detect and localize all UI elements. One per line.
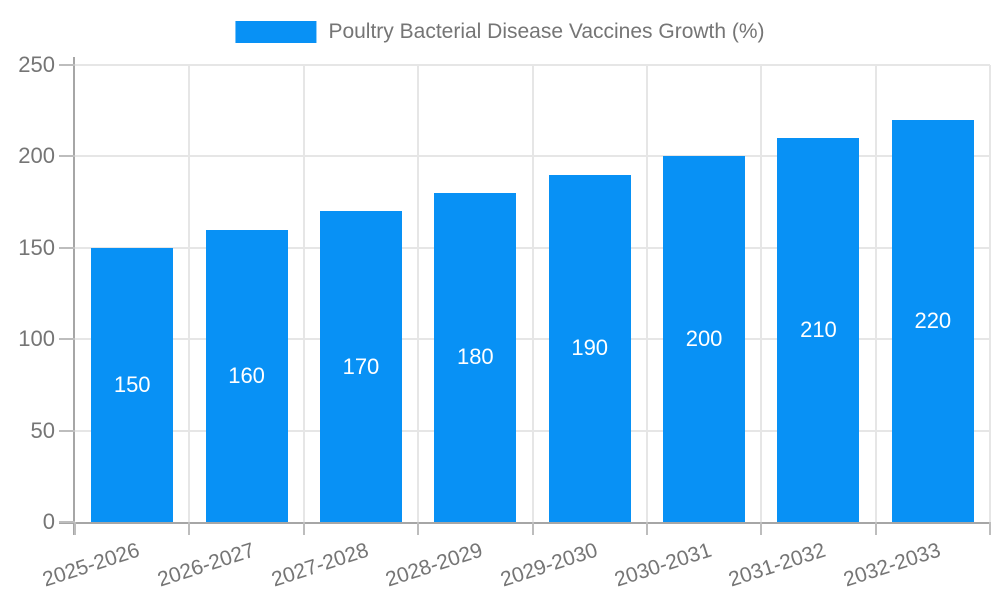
bar[interactable]: 180	[434, 192, 517, 522]
x-axis-category-label: 2026-2027	[154, 538, 257, 592]
bar[interactable]: 200	[663, 156, 746, 522]
x-axis-tick	[74, 522, 76, 535]
bar-value-label: 210	[800, 317, 837, 343]
x-axis-category-label: 2028-2029	[383, 538, 486, 592]
legend-item[interactable]: Poultry Bacterial Disease Vaccines Growt…	[235, 20, 765, 44]
bar[interactable]: 170	[319, 211, 402, 522]
x-axis-tick	[188, 522, 191, 535]
bar[interactable]: 190	[548, 174, 631, 522]
x-axis-tick	[760, 522, 763, 535]
y-axis-tick	[59, 155, 75, 158]
x-axis-category-label: 2027-2028	[268, 538, 372, 592]
x-axis-category-label: 2029-2030	[497, 538, 601, 592]
y-axis-tick	[59, 429, 75, 432]
vertical-gridline	[989, 65, 991, 522]
x-axis-tick	[302, 522, 305, 535]
vertical-gridline	[645, 65, 648, 522]
x-axis-tick	[417, 522, 420, 535]
legend-label: Poultry Bacterial Disease Vaccines Growt…	[328, 20, 765, 43]
bar-value-label: 150	[113, 371, 151, 397]
x-axis-tick	[874, 522, 877, 535]
bar[interactable]: 160	[205, 229, 288, 522]
y-axis-tick-label: 100	[18, 326, 55, 352]
y-axis-tick-label: 250	[18, 52, 55, 77]
bar[interactable]: 210	[777, 138, 860, 522]
y-axis-tick-label: 50	[30, 417, 55, 443]
x-axis-category-label: 2025-2026	[39, 538, 143, 592]
bar[interactable]: 150	[91, 247, 174, 522]
x-axis	[59, 522, 990, 524]
y-axis-tick	[59, 64, 75, 66]
legend-swatch-icon	[235, 21, 317, 43]
y-axis-tick-label: 0	[42, 509, 55, 534]
x-axis-tick	[645, 522, 648, 535]
vertical-gridline	[531, 65, 534, 522]
bar-value-label: 190	[571, 335, 609, 361]
x-axis-category-label: 2031-2032	[726, 538, 829, 592]
bar-value-label: 220	[914, 307, 952, 333]
x-axis-tick	[989, 522, 991, 535]
vertical-gridline	[760, 65, 763, 522]
y-axis	[73, 57, 75, 535]
y-axis-tick-label: 200	[18, 143, 55, 169]
x-axis-tick	[531, 522, 534, 535]
y-axis-tick	[59, 246, 75, 249]
x-axis-category-label: 2030-2031	[611, 538, 715, 592]
vertical-gridline	[302, 65, 305, 522]
y-axis-tick	[59, 338, 75, 341]
y-axis-tick-label: 150	[18, 234, 55, 260]
bar-value-label: 160	[228, 362, 265, 388]
bar-value-label: 200	[685, 326, 723, 352]
bar-value-label: 170	[342, 353, 380, 379]
bar[interactable]: 220	[891, 119, 974, 522]
vertical-gridline	[417, 65, 420, 522]
x-axis-category-label: 2032-2033	[840, 538, 944, 592]
plot-area: 0 50 100 150 200 250 150 2025-2026 160 2026-2027 1…	[18, 52, 991, 591]
vertical-gridline	[188, 65, 191, 522]
bar-value-label: 180	[456, 344, 494, 370]
vertical-gridline	[874, 65, 877, 522]
y-axis-tick	[59, 521, 75, 523]
